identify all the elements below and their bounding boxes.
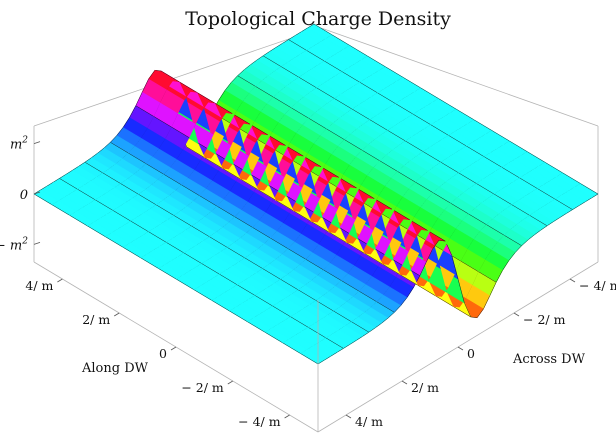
axis-tick (345, 414, 352, 419)
mesh-line (237, 69, 245, 76)
mesh-line (135, 92, 143, 106)
axis-tick (569, 278, 576, 283)
mesh-line (224, 82, 232, 91)
mesh-line (78, 162, 103, 174)
x-tick-label: − 4/ m (238, 414, 281, 429)
mesh-line (256, 55, 281, 67)
axis-tick (227, 380, 234, 385)
mesh-line (275, 43, 283, 48)
z-tick-label: 0 (20, 188, 28, 203)
axis-tick (513, 312, 520, 317)
x-tick-label: − 2/ m (181, 380, 224, 395)
mesh-line (116, 127, 124, 136)
z-tick-label: − m2 (0, 236, 28, 253)
mesh-line (122, 117, 130, 128)
y-tick-label: − 2/ m (523, 312, 566, 327)
axis-tick (33, 191, 41, 195)
mesh-line (231, 75, 256, 87)
box-edge (320, 27, 599, 127)
mesh-line (218, 90, 226, 101)
mesh-line (288, 35, 296, 40)
y-tick-label: 0 (467, 346, 475, 361)
axis-tick (33, 141, 41, 145)
x-axis-label: Along DW (81, 361, 149, 376)
mesh-line (269, 47, 276, 52)
z-tick-label: m2 (10, 136, 28, 153)
box-edge (33, 27, 322, 127)
mesh-line (91, 152, 98, 159)
mesh-line (52, 178, 78, 190)
x-tick-label: 2/ m (82, 312, 110, 327)
axis-tick (284, 414, 290, 419)
mesh-line (154, 70, 180, 82)
mesh-line (250, 59, 257, 66)
mesh-line (72, 166, 79, 171)
y-axis-label: Across DW (512, 352, 586, 367)
y-tick-label: − 4/ m (579, 278, 616, 293)
mesh-line (243, 64, 251, 71)
axis-tick (33, 241, 41, 245)
axis-tick (170, 346, 177, 351)
mesh-line (294, 31, 302, 36)
surface-mesh (33, 23, 599, 365)
mesh-line (65, 170, 73, 175)
mesh-line (301, 27, 308, 32)
mesh-line (141, 78, 149, 93)
mesh-line (46, 182, 54, 187)
mesh-line (262, 51, 270, 56)
mesh-line (148, 70, 156, 80)
mesh-line (307, 23, 332, 35)
axis-tick (457, 346, 464, 351)
mesh-line (103, 142, 129, 154)
mesh-line (110, 135, 117, 143)
mesh-line (282, 39, 307, 51)
mesh-line (40, 186, 47, 191)
x-tick-label: 4/ m (25, 278, 53, 293)
axis-tick (113, 312, 120, 317)
chart-title: Topological Charge Density (185, 8, 451, 30)
mesh-line (97, 147, 105, 154)
mesh-line (84, 157, 92, 163)
x-tick-label: 0 (159, 346, 167, 361)
axis-tick (57, 278, 63, 283)
mesh-line (129, 105, 154, 118)
axis-tick (401, 380, 408, 385)
y-tick-label: 4/ m (355, 414, 383, 429)
y-tick-label: 2/ m (411, 380, 439, 395)
mesh-line (59, 174, 66, 179)
